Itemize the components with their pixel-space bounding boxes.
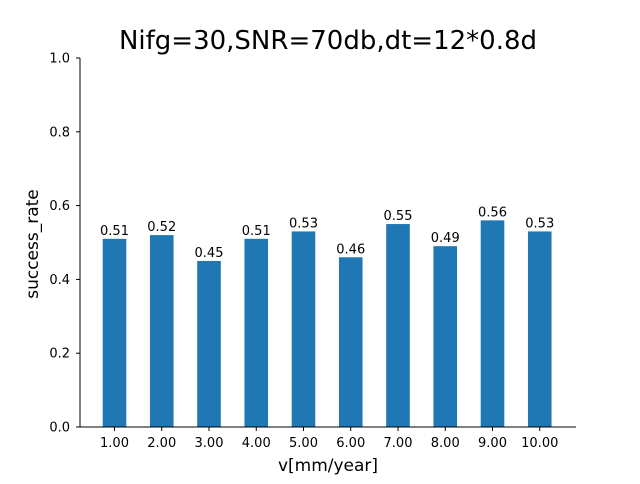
bar-1.00 — [102, 238, 127, 427]
chart-title: Nifg=30,SNR=70db,dt=12*0.8d — [119, 26, 537, 56]
bar-3.00 — [197, 260, 221, 427]
x-axis-label: v[mm/year] — [278, 456, 378, 476]
bar-value-label: 0.51 — [242, 224, 271, 239]
bar-value-labels: 0.51 0.52 0.45 0.51 0.53 0.46 0.55 0.49 0.56 0.53 — [100, 205, 554, 261]
bar-value-label: 0.53 — [525, 216, 554, 231]
bar-9.00 — [480, 220, 505, 427]
bar-10.00 — [527, 231, 552, 427]
bar-value-label: 0.56 — [478, 205, 507, 220]
y-tick-label: 0.8 — [49, 125, 70, 140]
x-tick-label: 3.00 — [195, 436, 224, 451]
bar-value-label: 0.55 — [384, 209, 413, 224]
x-tick-label: 6.00 — [336, 436, 365, 451]
bar-8.00 — [433, 246, 458, 427]
y-tick-label: 1.0 — [49, 52, 70, 67]
x-tick-label: 7.00 — [384, 436, 413, 451]
y-tick-label: 0.4 — [49, 273, 70, 288]
axes-lines — [79, 58, 576, 428]
x-tick-label: 4.00 — [242, 436, 271, 451]
bar-value-label: 0.45 — [195, 246, 224, 261]
x-tick-label: 9.00 — [478, 436, 507, 451]
bar-6.00 — [338, 257, 363, 427]
bar-7.00 — [386, 224, 410, 427]
x-tick-label: 8.00 — [431, 436, 460, 451]
bar-value-label: 0.53 — [289, 216, 318, 231]
y-tick-label: 0.0 — [49, 421, 70, 436]
bar-2.00 — [149, 235, 174, 427]
x-tick-label: 5.00 — [289, 436, 318, 451]
bar-4.00 — [244, 238, 269, 427]
bar-value-label: 0.46 — [336, 242, 365, 257]
bar-value-label: 0.51 — [100, 224, 129, 239]
y-tick-label: 0.6 — [49, 199, 70, 214]
bars-group — [102, 220, 552, 427]
x-tick-label: 10.00 — [521, 436, 558, 451]
x-tick-label: 1.00 — [100, 436, 129, 451]
y-axis-ticks: 0.0 0.2 0.4 0.6 0.8 1.0 — [49, 52, 80, 436]
bar-value-label: 0.49 — [431, 231, 460, 246]
x-axis-ticks: 1.00 2.00 3.00 4.00 5.00 6.00 7.00 8.00 9.00 10.0… — [100, 427, 558, 451]
y-tick-label: 0.2 — [49, 347, 70, 362]
bar-value-label: 0.52 — [147, 220, 176, 235]
x-tick-label: 2.00 — [147, 436, 176, 451]
bar-5.00 — [291, 231, 316, 427]
y-axis-label: success_rate — [23, 189, 43, 299]
